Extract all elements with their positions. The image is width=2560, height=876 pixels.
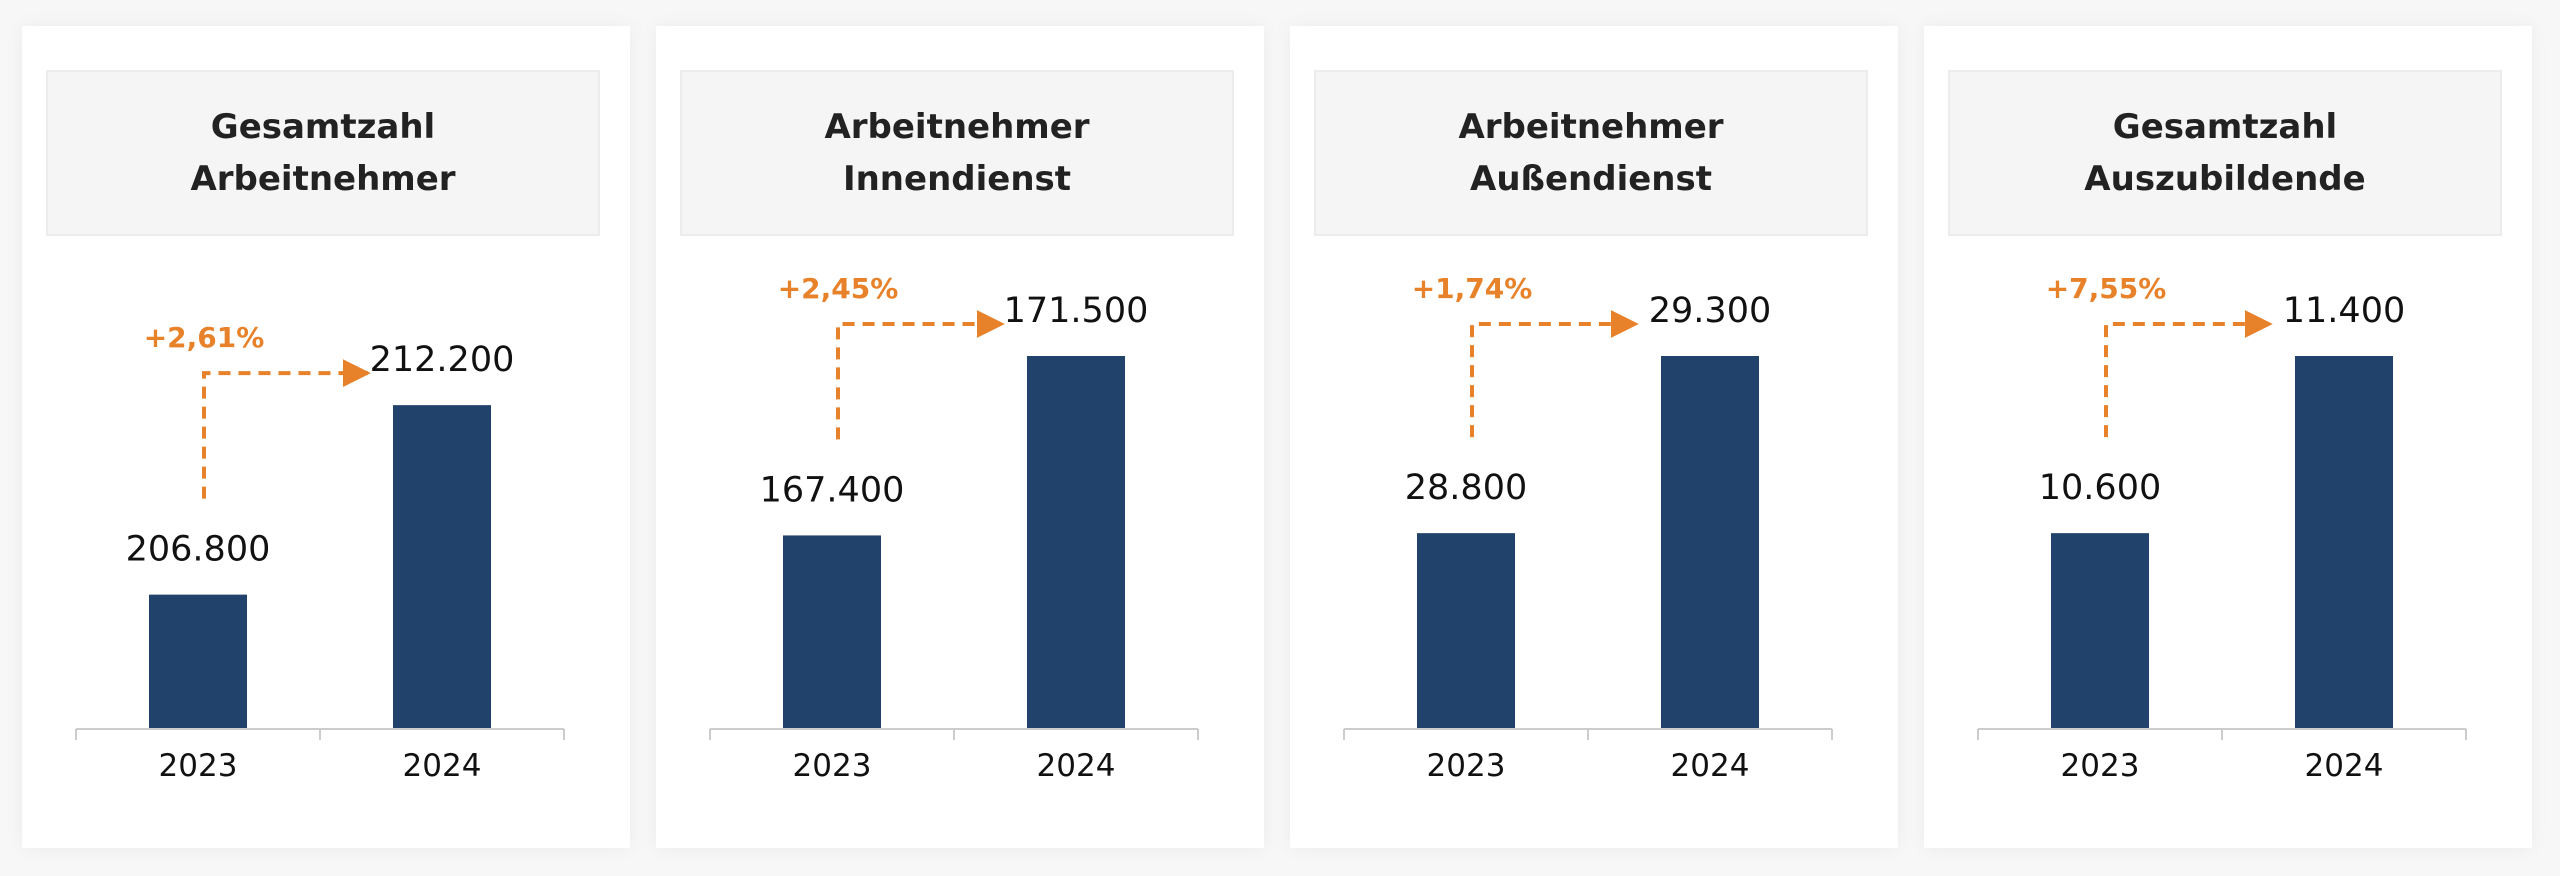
change-arrow [1470,310,1639,438]
chart-title: Arbeitnehmer Innendienst [824,107,1090,199]
data-label-2023: 167.400 [760,470,905,510]
data-label-2024: 11.400 [2283,291,2405,331]
bar-chart: 28.800 2023 29.300 2024 +1,74% [1343,272,1833,784]
bar-chart: 206.800 2023 212.200 2024 +2,61% [75,321,565,784]
bar-2023 [783,535,881,728]
data-label-2023: 206.800 [126,530,271,570]
x-tick-label-2024: 2024 [403,748,482,784]
change-percent-label: +2,61% [144,321,265,354]
x-tick-label-2024: 2024 [1671,748,1750,784]
chart-panel-field-employees: Arbeitnehmer Außendienst 28.800 2023 29.30… [1290,26,1898,848]
bar-2024 [2295,356,2393,728]
data-label-2024: 29.300 [1649,291,1771,331]
chart-header: Gesamtzahl Auszubildende [1948,70,2502,236]
chart-panel-inside-employees: Arbeitnehmer Innendienst 167.400 2023 171.… [656,26,1264,848]
data-label-2024: 212.200 [370,340,515,380]
x-tick-label-2023: 2023 [1427,748,1506,784]
change-arrow [836,310,1005,440]
bar-chart: 10.600 2023 11.400 2024 +7,55% [1977,272,2467,784]
bar-2024 [1661,356,1759,728]
change-percent-label: +2,45% [778,272,899,305]
chart-panel-total-employees: Gesamtzahl Arbeitnehmer 206.800 2023 212.2… [22,26,630,848]
change-arrow [2104,310,2273,438]
bar-2023 [1417,533,1515,728]
bar-chart: 167.400 2023 171.500 2024 +2,45% [709,272,1199,784]
change-percent-label: +7,55% [2046,272,2167,305]
chart-header: Arbeitnehmer Innendienst [680,70,1234,236]
data-label-2024: 171.500 [1004,291,1149,331]
bar-2023 [149,594,247,728]
x-tick-label-2024: 2024 [2305,748,2384,784]
chart-title: Arbeitnehmer Außendienst [1458,107,1724,199]
x-tick-label-2024: 2024 [1037,748,1116,784]
bar-2024 [1027,356,1125,728]
chart-panel-trainees: Gesamtzahl Auszubildende 10.600 2023 11.40… [1924,26,2532,848]
bar-2024 [393,405,491,728]
data-label-2023: 28.800 [1405,468,1527,508]
bar-2023 [2051,533,2149,728]
data-label-2023: 10.600 [2039,468,2161,508]
change-arrow [202,359,371,499]
chart-title: Gesamtzahl Arbeitnehmer [190,107,456,199]
change-percent-label: +1,74% [1412,272,1533,305]
chart-header: Gesamtzahl Arbeitnehmer [46,70,600,236]
x-tick-label-2023: 2023 [2061,748,2140,784]
chart-header: Arbeitnehmer Außendienst [1314,70,1868,236]
x-tick-label-2023: 2023 [793,748,872,784]
chart-title: Gesamtzahl Auszubildende [2084,107,2366,199]
x-tick-label-2023: 2023 [159,748,238,784]
